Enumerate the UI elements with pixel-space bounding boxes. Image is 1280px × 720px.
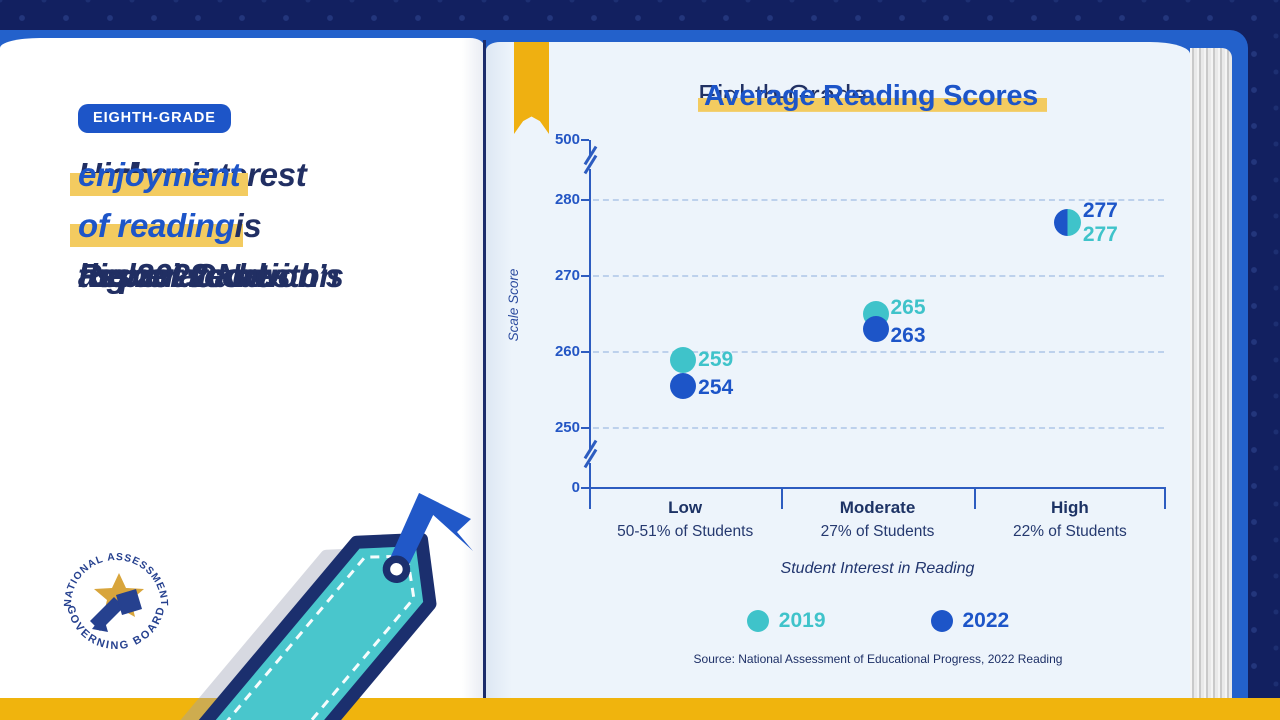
headline-highlight: enjoyment xyxy=(70,150,249,201)
data-label-2022: 277 xyxy=(1082,198,1118,222)
y-tick-label: 280 xyxy=(554,191,580,208)
gridline xyxy=(593,275,1164,277)
y-tick-mark xyxy=(581,199,589,201)
page-edges xyxy=(1190,48,1232,698)
data-label-2019: 277 xyxy=(1082,222,1118,246)
x-axis-boundary-tick xyxy=(1164,487,1166,509)
legend: 2019 2022 xyxy=(590,606,1166,636)
tag-body xyxy=(182,532,437,720)
headline-text: higher scores on xyxy=(78,257,340,294)
category-sublabel: 22% of Students xyxy=(1012,523,1127,540)
y-axis-line xyxy=(589,140,591,509)
y-tick-mark xyxy=(581,275,589,277)
y-tick-mark xyxy=(581,351,589,353)
y-tick-mark xyxy=(581,139,589,141)
gridline xyxy=(593,427,1164,429)
y-tick-label: 250 xyxy=(554,419,580,436)
y-tick-label: 500 xyxy=(554,131,580,148)
legend-item-2022: 2022 xyxy=(930,609,1010,633)
grade-badge: EIGHTH-GRADE xyxy=(78,104,231,133)
data-point-2022 xyxy=(670,372,697,399)
headline-line: and enjoyment xyxy=(70,150,468,201)
data-label-2022: 254 xyxy=(698,375,734,399)
legend-dot-2022 xyxy=(930,610,953,632)
headline-text: the 2022 Nation’s xyxy=(78,257,344,294)
category-label: Moderate xyxy=(839,498,916,517)
headline-highlight: of reading xyxy=(70,200,243,251)
y-tick-label: 0 xyxy=(571,479,580,496)
chart-title-emphasis: Average Reading Scores xyxy=(697,80,1048,113)
bookmark-tag xyxy=(152,493,473,720)
legend-label-2019: 2019 xyxy=(778,609,826,632)
headline-text: Report Card. xyxy=(78,257,275,294)
legend-label-2022: 2022 xyxy=(962,609,1010,632)
right-page xyxy=(486,42,1190,698)
tag-hole xyxy=(382,555,411,584)
category-label: Low xyxy=(668,498,703,517)
headline-text: is xyxy=(234,206,262,244)
logo-star-icon xyxy=(90,573,144,632)
y-tick-mark xyxy=(581,487,589,489)
book-spine xyxy=(483,40,486,698)
headline-line: of reading is xyxy=(70,200,468,251)
legend-dot-2019 xyxy=(746,610,769,632)
x-axis-boundary-tick xyxy=(781,487,784,509)
tag-stitching xyxy=(209,554,416,720)
governing-board-logo: NATIONAL ASSESSMENT GOVERNING BOARD xyxy=(63,552,168,652)
category-sublabel: 50-51% of Students xyxy=(617,523,754,540)
y-tick-mark xyxy=(581,427,589,429)
data-point-2019 xyxy=(670,346,697,373)
headline-text: associated with xyxy=(78,257,320,294)
data-point-2022 xyxy=(862,316,889,343)
gridline xyxy=(593,199,1164,201)
data-label-2022: 263 xyxy=(890,324,926,348)
x-axis-boundary-tick xyxy=(589,487,591,509)
source-note: Source: National Assessment of Education… xyxy=(693,652,1063,666)
y-tick-label: 270 xyxy=(554,267,580,284)
category-label: High xyxy=(1050,498,1089,517)
tag-ribbon-icon xyxy=(387,493,473,573)
data-label-2019: 259 xyxy=(698,347,734,371)
x-axis-boundary-tick xyxy=(973,487,976,509)
category-sublabel: 27% of Students xyxy=(820,523,935,540)
gridline xyxy=(593,351,1164,353)
x-axis-label: Student Interest in Reading xyxy=(780,560,975,577)
data-label-2019: 265 xyxy=(890,296,926,319)
legend-item-2019: 2019 xyxy=(746,609,826,633)
x-axis-line xyxy=(589,487,1166,489)
y-tick-label: 260 xyxy=(554,343,580,360)
chart-title: Eighth-Grade Average Reading Scores xyxy=(560,80,1176,113)
data-point-both-years xyxy=(1054,209,1082,237)
